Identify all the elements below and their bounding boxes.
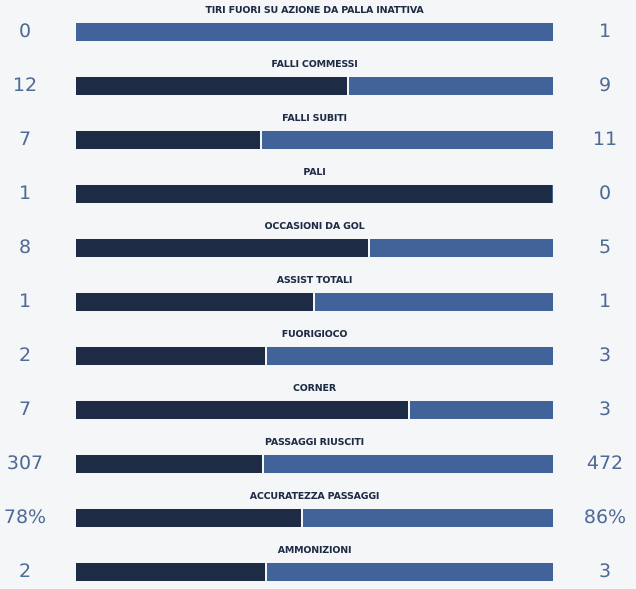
away-bar — [302, 509, 553, 527]
away-bar — [409, 401, 553, 419]
home-value: 7 — [18, 128, 32, 150]
away-bar — [552, 185, 553, 203]
home-value: 1 — [18, 290, 32, 312]
home-value: 7 — [18, 398, 32, 420]
away-bar — [266, 347, 553, 365]
home-bar — [76, 77, 347, 95]
away-bar — [263, 455, 553, 473]
home-value: 78% — [3, 506, 47, 528]
home-value: 2 — [18, 344, 32, 366]
away-bar — [314, 293, 553, 311]
away-value: 11 — [592, 128, 618, 150]
home-bar — [76, 455, 262, 473]
stat-label: ACCURATEZZA PASSAGGI — [249, 491, 380, 502]
away-value: 3 — [598, 344, 612, 366]
home-bar — [76, 293, 313, 311]
stat-label: PASSAGGI RIUSCITI — [264, 437, 365, 448]
away-value: 5 — [598, 236, 612, 258]
home-value: 8 — [18, 236, 32, 258]
away-value: 472 — [586, 452, 624, 474]
home-bar — [76, 563, 265, 581]
home-value: 12 — [12, 74, 38, 96]
stat-label: FUORIGIOCO — [281, 329, 348, 340]
away-bar — [266, 563, 553, 581]
stat-label: ASSIST TOTALI — [276, 275, 353, 286]
home-bar — [76, 185, 553, 203]
home-value: 0 — [18, 20, 32, 42]
stat-label: OCCASIONI DA GOL — [264, 221, 365, 232]
away-value: 0 — [598, 182, 612, 204]
away-value: 3 — [598, 398, 612, 420]
home-bar — [76, 509, 301, 527]
stat-label: TIRI FUORI SU AZIONE DA PALLA INATTIVA — [205, 5, 424, 16]
home-bar — [76, 131, 260, 149]
home-value: 307 — [6, 452, 44, 474]
home-value: 1 — [18, 182, 32, 204]
away-value: 9 — [598, 74, 612, 96]
home-value: 2 — [18, 560, 32, 582]
away-value: 86% — [583, 506, 627, 528]
stat-label: AMMONIZIONI — [277, 545, 352, 556]
away-value: 1 — [598, 20, 612, 42]
away-bar — [76, 23, 553, 41]
away-bar — [261, 131, 553, 149]
away-value: 3 — [598, 560, 612, 582]
home-bar — [76, 347, 265, 365]
stat-label: FALLI COMMESSI — [271, 59, 358, 70]
away-bar — [369, 239, 553, 257]
stat-label: CORNER — [293, 383, 336, 394]
home-bar — [76, 239, 368, 257]
away-bar — [348, 77, 553, 95]
away-value: 1 — [598, 290, 612, 312]
home-bar — [76, 401, 408, 419]
stat-label: FALLI SUBITI — [282, 113, 347, 124]
stat-label: PALI — [303, 167, 326, 178]
